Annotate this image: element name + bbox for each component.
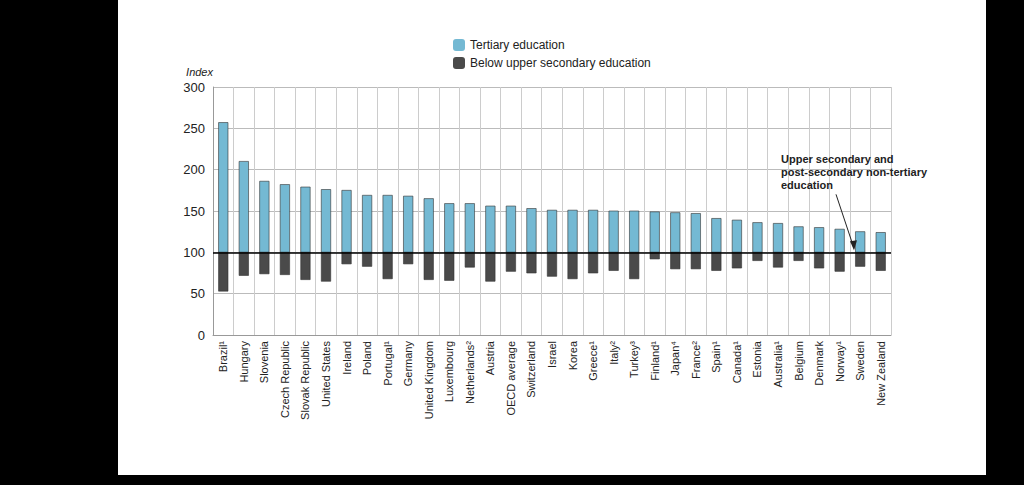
svg-text:Poland: Poland bbox=[361, 341, 373, 375]
svg-text:100: 100 bbox=[183, 245, 205, 260]
svg-text:200: 200 bbox=[183, 162, 205, 177]
svg-text:150: 150 bbox=[183, 204, 205, 219]
svg-text:Netherlands²: Netherlands² bbox=[464, 341, 476, 404]
svg-text:Portugal¹: Portugal¹ bbox=[382, 341, 394, 386]
svg-text:United States: United States bbox=[320, 341, 332, 408]
svg-text:Finland¹: Finland¹ bbox=[649, 341, 661, 381]
svg-text:Czech Republic: Czech Republic bbox=[279, 341, 291, 419]
svg-text:Below upper secondary educatio: Below upper secondary education bbox=[470, 56, 651, 70]
svg-text:Japan⁴: Japan⁴ bbox=[669, 341, 681, 376]
svg-text:Germany: Germany bbox=[402, 341, 414, 387]
svg-text:Israel: Israel bbox=[546, 341, 558, 368]
svg-text:Switzerland: Switzerland bbox=[525, 341, 537, 398]
svg-text:Belgium: Belgium bbox=[793, 341, 805, 381]
svg-text:Korea: Korea bbox=[567, 340, 579, 370]
svg-text:Brazil¹: Brazil¹ bbox=[217, 341, 229, 373]
svg-text:50: 50 bbox=[191, 286, 205, 301]
svg-text:300: 300 bbox=[183, 80, 205, 95]
svg-text:Australia¹: Australia¹ bbox=[772, 341, 784, 388]
svg-text:Tertiary education: Tertiary education bbox=[470, 38, 565, 52]
svg-text:New Zealand: New Zealand bbox=[875, 341, 887, 406]
svg-text:Greece¹: Greece¹ bbox=[587, 341, 599, 381]
svg-text:Slovenia: Slovenia bbox=[258, 340, 270, 383]
svg-text:Hungary: Hungary bbox=[238, 341, 250, 383]
svg-text:education: education bbox=[781, 179, 833, 191]
svg-text:Norway¹: Norway¹ bbox=[834, 341, 846, 382]
svg-text:Luxembourg: Luxembourg bbox=[443, 341, 455, 402]
svg-text:Sweden: Sweden bbox=[854, 341, 866, 381]
svg-text:Upper secondary and: Upper secondary and bbox=[781, 153, 897, 165]
svg-text:France²: France² bbox=[690, 341, 702, 379]
svg-text:Estonia: Estonia bbox=[751, 340, 763, 378]
svg-text:Index: Index bbox=[186, 66, 213, 78]
svg-text:Denmark: Denmark bbox=[813, 341, 825, 386]
svg-text:OECD average: OECD average bbox=[505, 341, 517, 416]
svg-text:Turkey³: Turkey³ bbox=[628, 341, 640, 378]
svg-text:0: 0 bbox=[198, 328, 205, 343]
svg-text:Slovak Republic: Slovak Republic bbox=[299, 341, 311, 420]
svg-text:Ireland: Ireland bbox=[341, 341, 353, 375]
svg-text:Italy²: Italy² bbox=[608, 341, 620, 365]
svg-text:post-secondary non-tertiary: post-secondary non-tertiary bbox=[781, 166, 930, 178]
svg-text:Austria: Austria bbox=[484, 340, 496, 375]
svg-text:United Kingdom: United Kingdom bbox=[423, 341, 435, 419]
svg-text:Spain¹: Spain¹ bbox=[710, 341, 722, 373]
svg-text:250: 250 bbox=[183, 121, 205, 136]
svg-text:Canada¹: Canada¹ bbox=[731, 341, 743, 384]
